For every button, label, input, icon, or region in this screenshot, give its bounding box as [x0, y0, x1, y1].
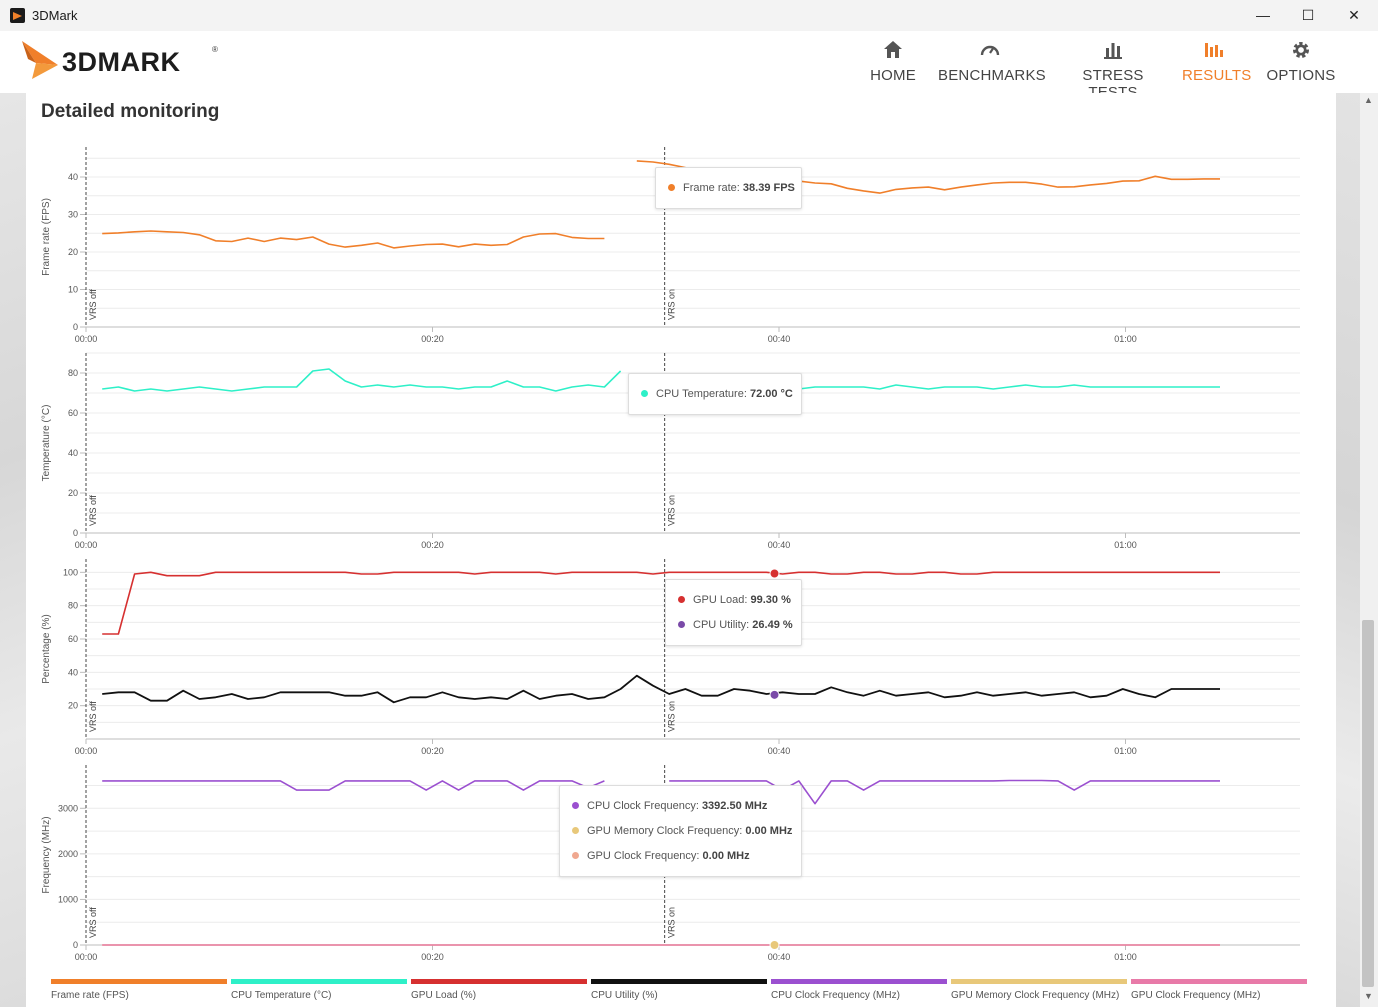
- legend-swatch: [951, 979, 1127, 984]
- scroll-down-icon[interactable]: ▼: [1364, 991, 1373, 1001]
- tooltip-value: 99.30 %: [750, 594, 791, 606]
- tooltip-row: GPU Memory Clock Frequency: 0.00 MHz: [572, 825, 792, 837]
- background-right: [1336, 93, 1360, 1007]
- legend-item[interactable]: CPU Temperature (°C): [231, 979, 407, 1007]
- tooltip-value: 0.00 MHz: [745, 825, 793, 837]
- tooltip-label: CPU Utility:: [693, 619, 753, 631]
- tooltip-row: GPU Load: 99.30 %: [678, 594, 791, 606]
- legend-item[interactable]: Frame rate (FPS): [51, 979, 227, 1007]
- nav-options-label: OPTIONS: [1266, 67, 1336, 84]
- tooltip-label: GPU Memory Clock Frequency:: [587, 825, 746, 837]
- tooltip-row: GPU Clock Frequency: 0.00 MHz: [572, 850, 750, 862]
- maximize-button[interactable]: ☐: [1301, 7, 1315, 23]
- legend-label: GPU Clock Frequency (MHz): [1131, 990, 1261, 1001]
- nav-results-label: RESULTS: [1182, 67, 1252, 84]
- series-dot-icon: [678, 595, 685, 603]
- tooltip-cpu-temperature: CPU Temperature: 72.00 °C: [628, 373, 802, 415]
- tooltip-label: CPU Clock Frequency:: [587, 800, 702, 812]
- section-title: Detailed monitoring: [41, 101, 220, 122]
- bar-chart-icon: [1104, 43, 1122, 59]
- vertical-scrollbar[interactable]: ▲ ▼: [1360, 93, 1378, 1007]
- legend-swatch: [771, 979, 947, 984]
- legend-item[interactable]: GPU Load (%): [411, 979, 587, 1007]
- tooltip-value: 26.49 %: [752, 619, 793, 631]
- legend-swatch: [1131, 979, 1307, 984]
- tooltip-label: Frame rate:: [683, 182, 743, 194]
- tooltip-row: CPU Clock Frequency: 3392.50 MHz: [572, 800, 767, 812]
- legend-swatch: [411, 979, 587, 984]
- legend-item[interactable]: CPU Utility (%): [591, 979, 767, 1007]
- brand-logo-text: 3DMARK: [62, 47, 181, 77]
- tooltip-row: CPU Temperature: 72.00 °C: [641, 388, 793, 400]
- tooltip-label: GPU Clock Frequency:: [587, 850, 703, 862]
- background-left: [0, 93, 26, 1007]
- series-dot-icon: [572, 851, 579, 859]
- nav-home-label: HOME: [870, 67, 916, 84]
- legend-item[interactable]: GPU Clock Frequency (MHz): [1131, 979, 1307, 1007]
- series-dot-icon: [668, 183, 675, 191]
- results-icon: [1205, 43, 1223, 57]
- legend-label: GPU Load (%): [411, 990, 477, 1001]
- series-dot-icon: [572, 801, 579, 809]
- nav-stress-tests[interactable]: STRESS TESTS: [1063, 39, 1163, 101]
- tooltip-value: 3392.50 MHz: [701, 800, 768, 812]
- legend-item[interactable]: GPU Memory Clock Frequency (MHz): [951, 979, 1127, 1007]
- close-button[interactable]: ✕: [1348, 7, 1360, 23]
- gear-icon: [1293, 42, 1309, 58]
- brand-logo[interactable]: [18, 37, 62, 86]
- series-dot-icon: [678, 620, 685, 628]
- app-header: 3DMARK ® HOME BENCHMARKS STRESS TESTS RE…: [0, 31, 1378, 101]
- window-title: 3DMark: [32, 8, 78, 23]
- app-icon: [10, 8, 25, 23]
- legend-swatch: [591, 979, 767, 984]
- legend-swatch: [51, 979, 227, 984]
- series-dot-icon: [572, 826, 579, 834]
- minimize-button[interactable]: —: [1256, 7, 1270, 23]
- legend-label: CPU Utility (%): [591, 990, 658, 1001]
- legend-label: CPU Clock Frequency (MHz): [771, 990, 900, 1001]
- tooltip-label: CPU Temperature:: [656, 388, 750, 400]
- nav-results[interactable]: RESULTS: [1182, 39, 1252, 84]
- scroll-thumb[interactable]: [1362, 620, 1374, 987]
- tooltip-value: 38.39 FPS: [742, 182, 795, 194]
- legend-label: Frame rate (FPS): [51, 990, 129, 1001]
- tooltip-row: CPU Utility: 26.49 %: [678, 619, 793, 631]
- legend-label: GPU Memory Clock Frequency (MHz): [951, 990, 1120, 1001]
- legend-swatch: [231, 979, 407, 984]
- tooltip-percentage: GPU Load: 99.30 % CPU Utility: 26.49 %: [665, 579, 802, 646]
- window-titlebar: 3DMark — ☐ ✕: [0, 0, 1378, 32]
- home-icon: [884, 41, 902, 58]
- series-dot-icon: [641, 389, 648, 397]
- nav-benchmarks-label: BENCHMARKS: [938, 67, 1046, 84]
- legend-label: CPU Temperature (°C): [231, 990, 332, 1001]
- nav-options[interactable]: OPTIONS: [1266, 39, 1336, 84]
- tooltip-frame-rate: Frame rate: 38.39 FPS: [655, 167, 802, 209]
- logo-mark-icon: [22, 41, 58, 79]
- tooltip-value: 72.00 °C: [749, 388, 793, 400]
- registered-mark: ®: [212, 45, 218, 54]
- gauge-icon: [980, 45, 1000, 56]
- tooltip-row: Frame rate: 38.39 FPS: [668, 182, 795, 194]
- legend-item[interactable]: CPU Clock Frequency (MHz): [771, 979, 947, 1007]
- tooltip-label: GPU Load:: [693, 594, 751, 606]
- tooltip-value: 0.00 MHz: [702, 850, 750, 862]
- nav-benchmarks[interactable]: BENCHMARKS: [938, 39, 1046, 84]
- nav-home[interactable]: HOME: [866, 39, 920, 84]
- tooltip-frequency: CPU Clock Frequency: 3392.50 MHz GPU Memo…: [559, 785, 802, 877]
- scroll-up-icon[interactable]: ▲: [1364, 95, 1373, 105]
